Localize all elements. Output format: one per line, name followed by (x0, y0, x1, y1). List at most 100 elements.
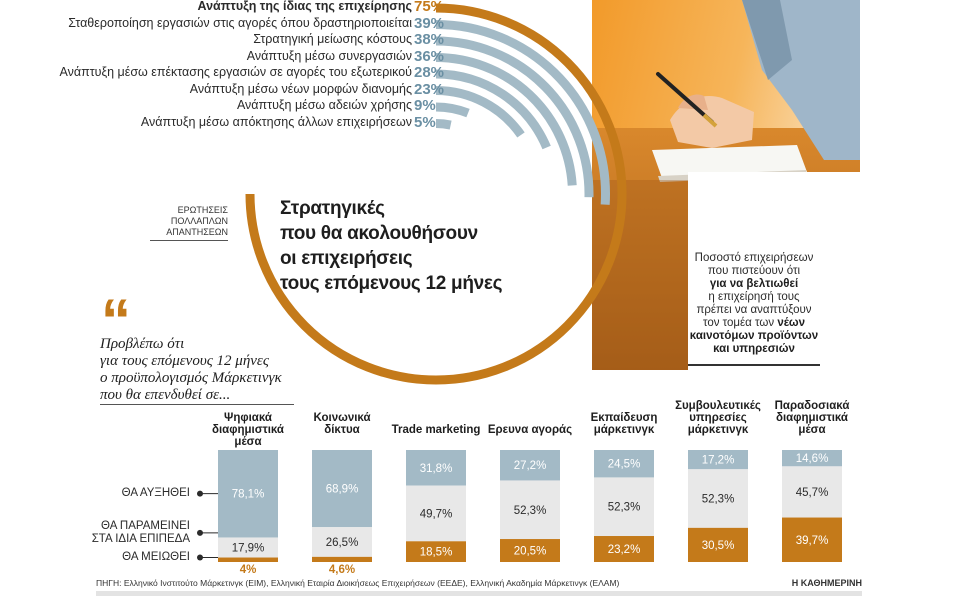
row-label: ΘΑ ΜΕΙΩΘΕΙ (122, 551, 190, 564)
desc-bold: για να βελτιωθεί (709, 278, 799, 290)
bar-value-label: 49,7% (420, 508, 453, 520)
source-note: ΠΗΓΗ: Ελληνικό Ινστιτούτο Μάρκετινγκ (ΕΙ… (96, 578, 620, 588)
bar-value-label: 52,3% (514, 505, 547, 517)
bar-segment (500, 450, 560, 481)
category-label-line: μέσα (798, 424, 826, 436)
strategy-percentage: 23% (414, 80, 445, 98)
strategy-arc (435, 119, 452, 130)
bar-segment (218, 537, 278, 558)
bar-segment (594, 477, 654, 537)
multiple-answers-note: ΕΡΩΤΗΣΕΙΣ ΠΟΛΛΑΠΛΩΝ ΑΠΑΝΤΗΣΕΩΝ (150, 205, 228, 238)
desc-line: τον τομέα των νέων (688, 317, 820, 330)
note-divider (150, 240, 228, 241)
quote-divider (100, 404, 294, 405)
category-label: Ερευνα αγοράς (480, 424, 580, 436)
bar-value-label: 23,2% (608, 544, 641, 556)
bar-value-label: 18,5% (420, 547, 453, 559)
note-line: ΠΟΛΛΑΠΛΩΝ (170, 216, 228, 226)
bar-segment (312, 556, 372, 562)
bar-value-label: 17,9% (232, 542, 265, 554)
highlight-description: Ποσοστό επιχειρήσεων που πιστεύουν ότι γ… (688, 252, 820, 356)
bar-segment (688, 469, 748, 528)
category-label-line: Ψηφιακά (224, 412, 272, 424)
category-label-line: μάρκετινγκ (593, 424, 655, 436)
quote-text: Προβλέπω ότι για τους επόμενους 12 μήνες… (100, 336, 300, 404)
desc-line: που πιστεύουν ότι (707, 265, 801, 277)
quote-line: ο προϋπολογισμός Μάρκετινγκ (100, 370, 282, 386)
highlight-divider (688, 364, 820, 366)
highlight-percentage: 36% (688, 173, 818, 247)
quote-line: για τους επόμενους 12 μήνες (100, 353, 269, 369)
row-label-line: ΘΑ ΑΥΞΗΘΕΙ (121, 487, 190, 500)
strategy-label: Ανάπτυξη μέσω απόκτησης άλλων επιχειρήσε… (140, 114, 412, 129)
row-label-line: ΘΑ ΜΕΙΩΘΕΙ (122, 551, 190, 564)
row-label-line: ΘΑ ΠΑΡΑΜΕΙΝΕΙ (100, 519, 190, 532)
strategy-percentage: 38% (414, 31, 445, 48)
strategy-label: Ανάπτυξη μέσω συνεργασιών (246, 48, 412, 63)
bar-value-label: 4% (240, 564, 257, 576)
bar-value-label: 27,2% (514, 460, 547, 472)
category-label-line: Trade marketing (391, 424, 481, 436)
row-label-line: ΣΤΑ ΙΔΙΑ ΕΠΙΠΕΔΑ (91, 532, 190, 545)
strategy-arc (435, 102, 470, 118)
bar-value-label: 14,6% (796, 453, 829, 465)
note-line: ΑΠΑΝΤΗΣΕΩΝ (166, 227, 228, 237)
desc-bold: καινοτόμων προϊόντων (689, 330, 819, 342)
category-label: Ψηφιακά διαφημιστικά μέσα (198, 412, 298, 448)
category-label: Εκπαίδευση μάρκετινγκ (574, 412, 674, 436)
bar-value-label: 68,9% (326, 484, 359, 496)
category-label-line: διαφημιστικά μέσα (211, 424, 284, 448)
desc-text: τον τομέα των (702, 317, 778, 329)
bar-segment (500, 539, 560, 562)
bar-segment (406, 541, 466, 562)
bar-value-label: 26,5% (326, 537, 359, 549)
strategy-arc (435, 36, 594, 198)
category-label-line: Παραδοσιακά (774, 400, 850, 412)
bar-segment (218, 450, 278, 538)
bar-value-label: 24,5% (608, 459, 641, 471)
bar-segment (782, 450, 842, 467)
bar-value-label: 30,5% (702, 540, 735, 552)
category-label-line: Εκπαίδευση (590, 412, 658, 424)
bar-segment (406, 485, 466, 542)
bottom-band (96, 591, 862, 596)
desc-line: για να βελτιωθεί (688, 278, 820, 291)
quote-icon: “ (101, 287, 131, 354)
bar-segment (312, 450, 372, 528)
strategies-title: Στρατηγικές που θα ακολουθήσουν οι επιχε… (280, 196, 560, 296)
strategy-label: Ανάπτυξη μέσω νέων μορφών διανομής (189, 81, 412, 96)
strategy-label: Ανάπτυξη μέσω επέκτασης εργασιών σε αγορ… (59, 65, 412, 79)
row-label: ΘΑ ΑΥΞΗΘΕΙ (122, 487, 190, 500)
bar-value-label: 45,7% (796, 487, 829, 499)
strategy-label: Σταθεροποίηση εργασιών στις αγορές όπου … (68, 15, 412, 30)
desc-line: καινοτόμων προϊόντων (688, 330, 820, 343)
bar-value-label: 78,1% (232, 489, 265, 501)
strategy-percentage: 9% (414, 97, 436, 114)
desc-line: πρέπει να αναπτύξουν (696, 304, 812, 316)
strategy-label: Ανάπτυξη μέσω αδειών χρήσης (236, 98, 412, 112)
category-label-line: Συμβουλευτικές (675, 400, 761, 412)
bar-segment (782, 466, 842, 518)
title-line: τους επόμενους 12 μήνες (280, 273, 503, 294)
desc-bold: νέων (777, 317, 806, 329)
desc-bold: και υπηρεσιών (713, 343, 795, 355)
quote-line: που θα επενδυθεί σε... (100, 387, 231, 403)
strategy-percentage: 75% (414, 0, 445, 15)
strategy-percentage: 36% (414, 47, 445, 65)
category-label-line: διαφημιστικά (775, 412, 848, 424)
bar-value-label: 31,8% (420, 463, 453, 475)
bar-segment (594, 450, 654, 478)
bar-segment (688, 450, 748, 470)
bar-value-label: 4,6% (329, 564, 355, 576)
category-label: Trade marketing (386, 424, 486, 436)
note-line: ΕΡΩΤΗΣΕΙΣ (177, 205, 228, 215)
desc-line: και υπηρεσιών (688, 343, 820, 356)
bar-value-label: 52,3% (608, 502, 641, 514)
strategy-percentage: 39% (414, 14, 445, 32)
bar-segment (500, 480, 560, 540)
desc-line: Ποσοστό επιχειρήσεων (694, 252, 814, 264)
office-photo (592, 0, 860, 370)
strategy-percentage: 28% (414, 64, 445, 81)
